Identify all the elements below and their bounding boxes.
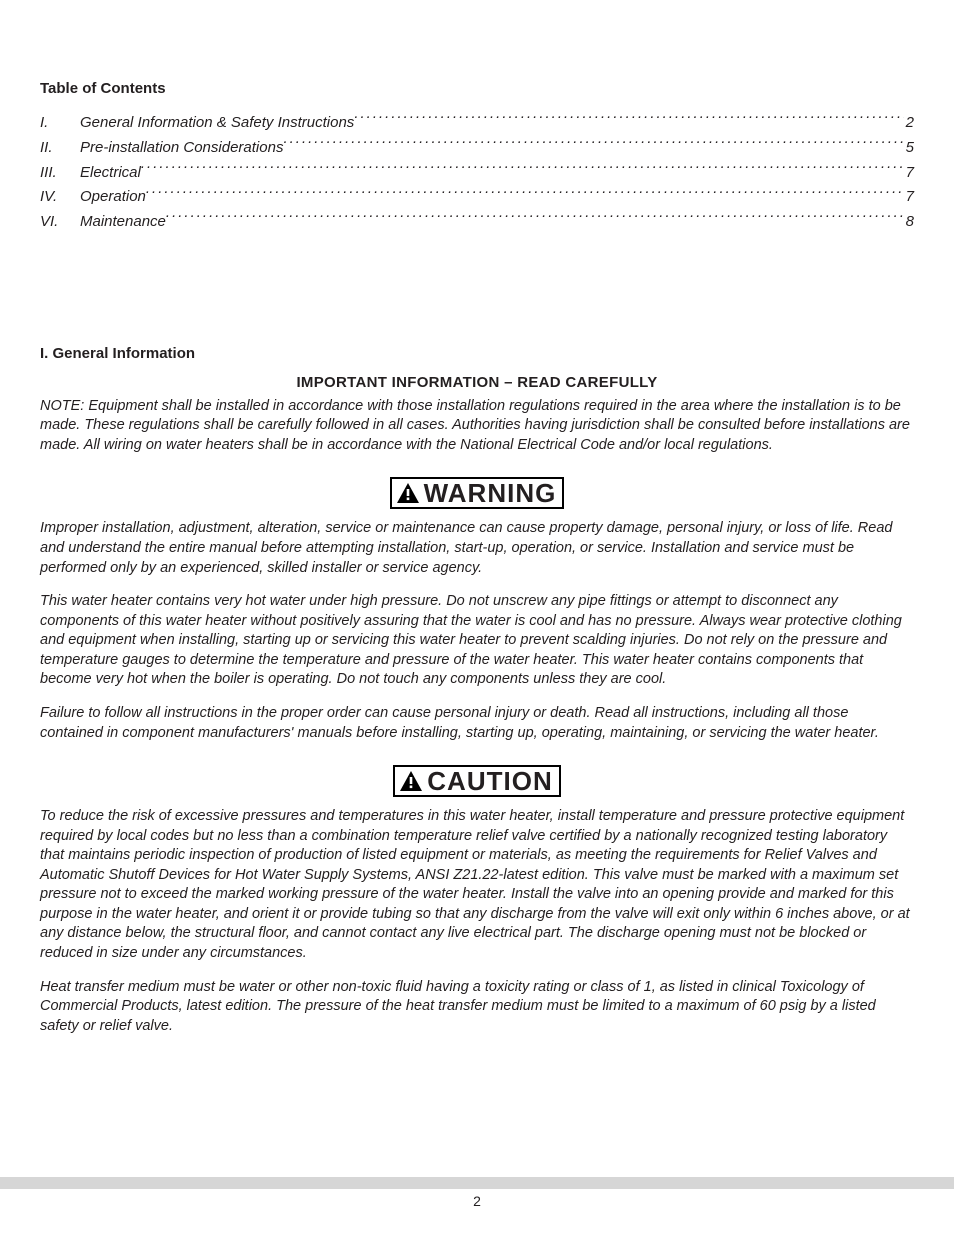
toc-item-number: III. [40,161,80,186]
warning-paragraph: This water heater contains very hot wate… [40,592,914,690]
toc-leader-dots [141,162,904,177]
warning-triangle-icon [399,770,423,792]
warning-signal: WARNING [390,477,565,509]
toc-row: I. General Information & Safety Instruct… [40,111,914,136]
toc-leader-dots [146,186,904,201]
caution-label-text: CAUTION [427,768,552,794]
caution-paragraph: Heat transfer medium must be water or ot… [40,978,914,1037]
toc-item-number: VI. [40,210,80,235]
toc-item-label: Electrical [80,161,141,186]
toc-item-label: General Information & Safety Instruction… [80,111,354,136]
toc-item-page: 5 [904,136,914,161]
footer-bar [0,1177,954,1189]
toc-leader-dots [354,112,903,127]
toc-list: I. General Information & Safety Instruct… [40,111,914,235]
toc-item-page: 7 [904,185,914,210]
document-page: Table of Contents I. General Information… [0,0,954,1235]
caution-signal: CAUTION [393,765,560,797]
toc-row: IV. Operation 7 [40,185,914,210]
page-number: 2 [0,1193,954,1209]
warning-label-text: WARNING [424,480,557,506]
toc-item-number: II. [40,136,80,161]
warning-paragraph: Failure to follow all instructions in th… [40,704,914,743]
toc-row: II. Pre-installation Considerations 5 [40,136,914,161]
section-heading: I. General Information [40,345,914,362]
toc-item-page: 8 [904,210,914,235]
warning-signal-wrap: WARNING [40,477,914,509]
toc-leader-dots [166,211,904,226]
toc-item-label: Maintenance [80,210,166,235]
warning-triangle-icon [396,482,420,504]
toc-item-page: 2 [904,111,914,136]
note-paragraph: NOTE: Equipment shall be installed in ac… [40,397,914,456]
toc-item-label: Pre-installation Considerations [80,136,283,161]
toc-item-page: 7 [904,161,914,186]
important-subhead: IMPORTANT INFORMATION – READ CAREFULLY [40,374,914,391]
toc-item-number: IV. [40,185,80,210]
toc-item-label: Operation [80,185,146,210]
page-footer: 2 [0,1177,954,1209]
caution-paragraph: To reduce the risk of excessive pressure… [40,807,914,964]
toc-item-number: I. [40,111,80,136]
toc-title: Table of Contents [40,80,914,97]
caution-signal-wrap: CAUTION [40,765,914,797]
toc-leader-dots [283,137,903,152]
warning-paragraph: Improper installation, adjustment, alter… [40,519,914,578]
toc-row: III. Electrical 7 [40,161,914,186]
toc-row: VI. Maintenance 8 [40,210,914,235]
